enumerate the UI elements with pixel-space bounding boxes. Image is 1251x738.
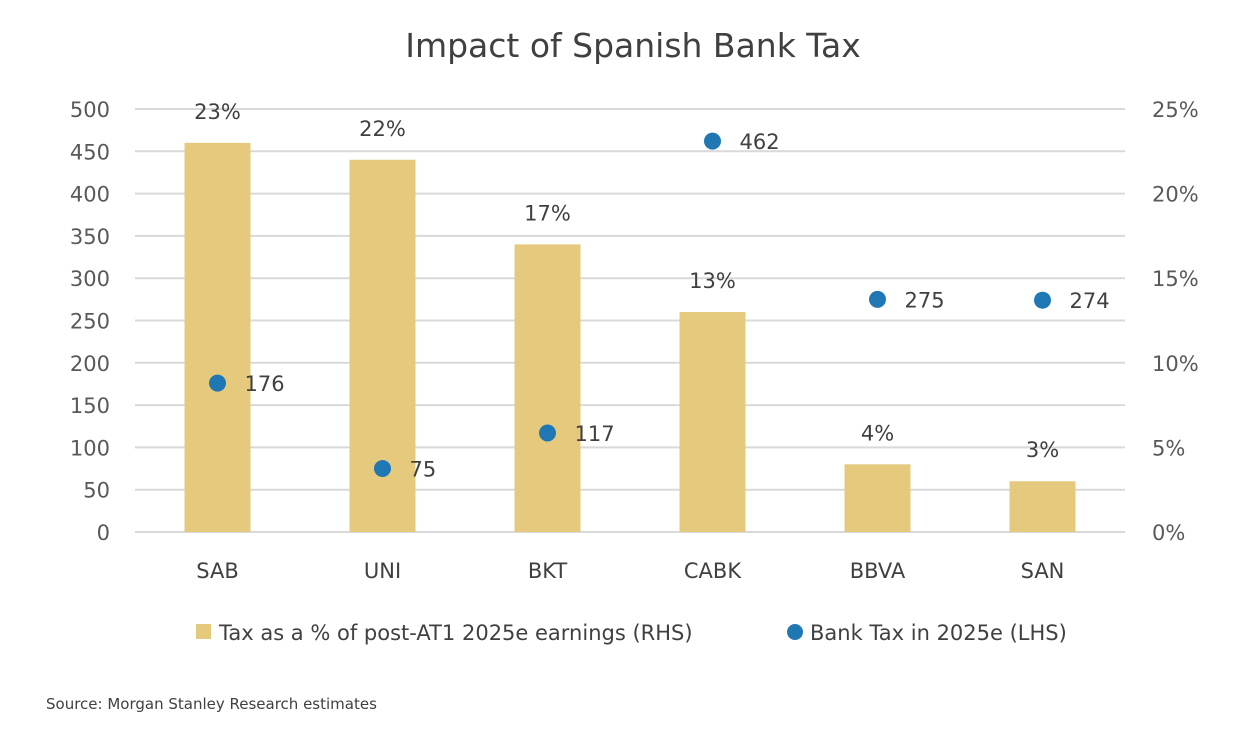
right-axis-tick-label: 5%	[1152, 436, 1185, 460]
left-axis-tick-label: 250	[70, 310, 110, 334]
dot-data-label: 117	[575, 422, 615, 446]
legend-label-bar: Tax as a % of post-AT1 2025e earnings (R…	[218, 621, 693, 645]
gridlines	[135, 108, 1125, 533]
dot-data-labels: 176 75 117 462 275 274	[245, 130, 1110, 481]
dot-bkt	[539, 424, 556, 442]
bar-data-label: 13%	[689, 269, 736, 293]
source-note: Source: Morgan Stanley Research estimate…	[46, 695, 377, 713]
dot-series	[209, 132, 1051, 478]
legend-swatch-bar	[196, 624, 211, 639]
left-axis-tick-label: 200	[70, 352, 110, 376]
category-label: BBVA	[850, 559, 906, 583]
legend-label-dot: Bank Tax in 2025e (LHS)	[810, 621, 1067, 645]
category-label: CABK	[684, 559, 742, 583]
bar-series	[184, 142, 1076, 533]
bar-sab	[184, 142, 251, 532]
dot-bbva	[869, 290, 886, 308]
left-axis-tick-label: 400	[70, 183, 110, 207]
right-axis-tick-label: 20%	[1152, 183, 1199, 207]
bar-bkt	[514, 244, 581, 533]
bar-data-label: 23%	[194, 100, 241, 124]
left-axis-tick-label: 50	[83, 479, 110, 503]
category-label: SAB	[196, 559, 239, 583]
category-label: SAN	[1021, 559, 1065, 583]
dot-data-label: 176	[245, 372, 285, 396]
left-axis-tick-label: 150	[70, 394, 110, 418]
dot-data-label: 75	[410, 458, 437, 482]
right-axis-ticks: 0% 5% 10% 15% 20% 25%	[1152, 98, 1199, 545]
left-axis-tick-label: 450	[70, 140, 110, 164]
left-axis-tick-label: 100	[70, 436, 110, 460]
legend: Tax as a % of post-AT1 2025e earnings (R…	[196, 621, 1067, 645]
left-axis-tick-label: 300	[70, 267, 110, 291]
bar-data-label: 3%	[1026, 438, 1059, 462]
dot-data-label: 462	[740, 130, 780, 154]
left-axis-tick-label: 0	[97, 521, 110, 545]
bar-data-label: 4%	[861, 421, 894, 445]
legend-swatch-dot	[787, 624, 803, 640]
left-axis-tick-label: 500	[70, 98, 110, 122]
right-axis-tick-label: 25%	[1152, 98, 1199, 122]
bar-cabk	[679, 312, 746, 532]
dot-san	[1034, 291, 1051, 309]
dot-uni	[374, 460, 391, 478]
bar-data-label: 17%	[524, 201, 571, 225]
right-axis-tick-label: 15%	[1152, 267, 1199, 291]
right-axis-tick-label: 0%	[1152, 521, 1185, 545]
chart-title: Impact of Spanish Bank Tax	[405, 26, 861, 65]
category-label: UNI	[364, 559, 401, 583]
dot-cabk	[704, 132, 721, 150]
left-axis-ticks: 0 50 100 150 200 250 300 350 400 450 500	[70, 98, 110, 545]
bar-data-label: 22%	[359, 117, 406, 141]
bar-san	[1009, 481, 1076, 532]
dot-data-label: 275	[905, 288, 945, 312]
right-axis-tick-label: 10%	[1152, 352, 1199, 376]
category-label: BKT	[528, 559, 568, 583]
bar-data-labels: 23% 22% 17% 13% 4% 3%	[194, 100, 1059, 462]
left-axis-tick-label: 350	[70, 225, 110, 249]
category-labels: SAB UNI BKT CABK BBVA SAN	[196, 559, 1064, 583]
dot-sab	[209, 374, 226, 392]
bar-bbva	[844, 464, 911, 532]
dot-data-label: 274	[1070, 289, 1110, 313]
